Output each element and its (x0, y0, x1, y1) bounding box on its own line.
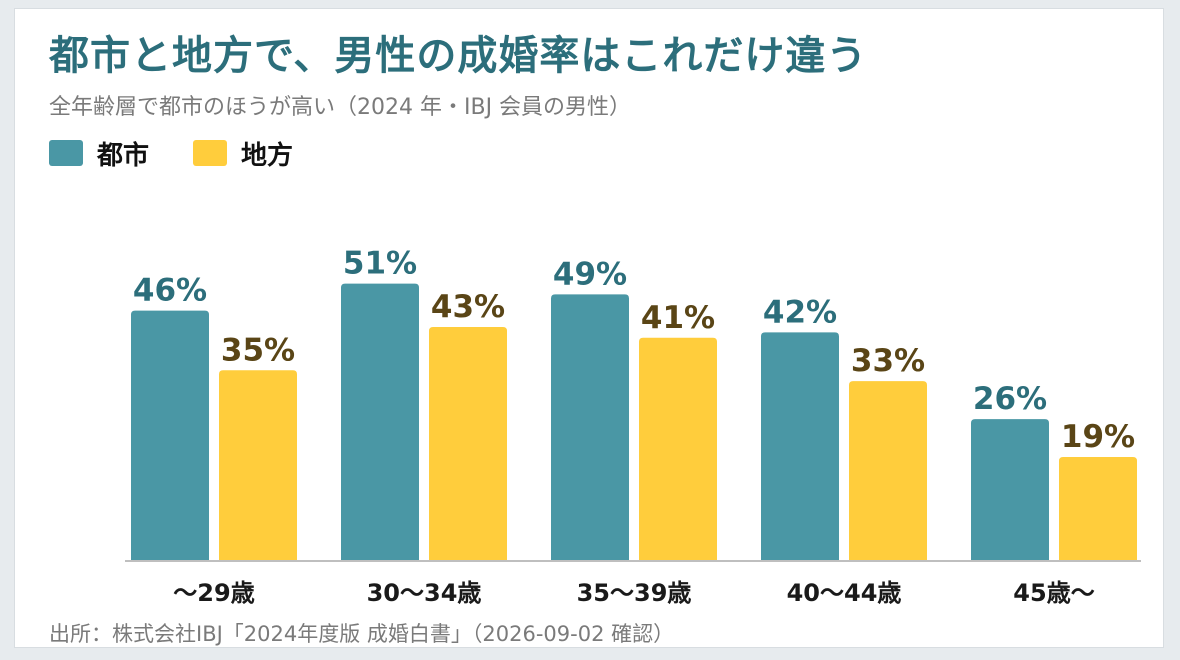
bar-urban-3 (761, 332, 839, 560)
data-label-rural-3: 33% (851, 343, 925, 379)
bar-urban-2 (551, 294, 629, 560)
x-tick-label-0: 〜29歳 (173, 579, 254, 607)
data-label-rural-0: 35% (221, 332, 295, 368)
legend-item-rural: 地方 (193, 135, 293, 172)
x-tick-label-4: 45歳〜 (1013, 579, 1094, 607)
bar-rural-0 (219, 370, 297, 560)
bar-rural-4 (1059, 457, 1137, 560)
data-label-rural-4: 19% (1061, 419, 1135, 455)
legend-label-urban: 都市 (97, 140, 150, 171)
x-tick-label-2: 35〜39歳 (577, 579, 692, 607)
x-tick-label-3: 40〜44歳 (787, 579, 902, 607)
bar-rural-2 (639, 337, 717, 560)
data-label-urban-1: 51% (343, 246, 417, 282)
legend: 都市 地方 (49, 133, 337, 173)
bar-chart: 46% 35% 〜29歳 51% 43% 30〜34歳 49% 41% 35〜39歳 42% 33%… (125, 246, 1141, 607)
legend-swatch-rural (193, 140, 228, 166)
chart-subtitle: 全年齢層で都市のほうが高い（2024 年・IBJ 会員の男性） (49, 95, 632, 120)
bar-urban-4 (971, 419, 1049, 560)
legend-label-rural: 地方 (241, 140, 294, 171)
data-label-urban-2: 49% (553, 256, 627, 292)
data-label-rural-2: 41% (641, 300, 715, 336)
legend-item-urban: 都市 (49, 135, 149, 172)
bar-rural-3 (849, 381, 927, 560)
bar-rural-1 (429, 326, 507, 560)
data-label-urban-4: 26% (973, 381, 1047, 417)
source-note: 出所：株式会社IBJ「2024年度版 成婚白書」（2026-09-02 確認） (49, 622, 675, 646)
data-label-urban-3: 42% (763, 294, 837, 330)
chart-card: 都市と地方で、男性の成婚率はこれだけ違う 全年齢層で都市のほうが高い（2024 … (14, 8, 1164, 648)
data-label-urban-0: 46% (133, 273, 207, 309)
x-tick-label-1: 30〜34歳 (367, 579, 482, 607)
data-label-rural-1: 43% (431, 289, 505, 325)
bar-urban-1 (341, 283, 419, 560)
bar-urban-0 (131, 310, 209, 560)
chart-title: 都市と地方で、男性の成婚率はこれだけ違う (49, 33, 868, 79)
legend-swatch-urban (49, 140, 83, 166)
